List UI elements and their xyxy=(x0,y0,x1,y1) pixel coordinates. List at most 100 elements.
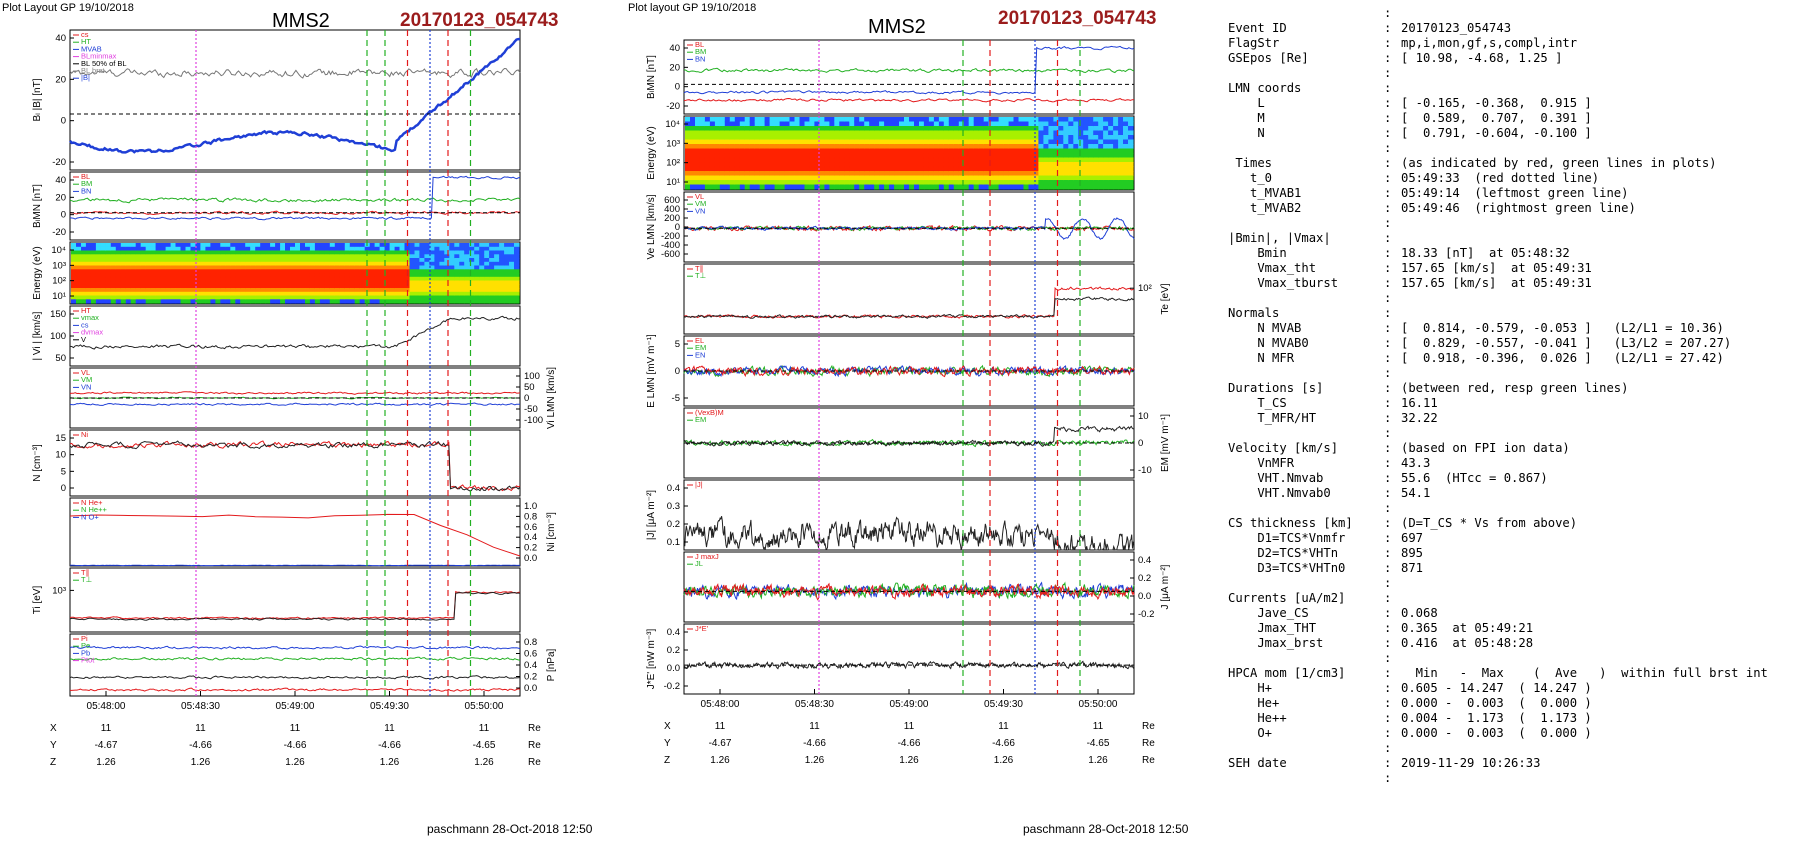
spectrogram-cell xyxy=(499,291,505,297)
spectrogram-cell xyxy=(270,265,276,270)
spectrogram-cell xyxy=(909,166,915,172)
spectrogram-cell xyxy=(479,258,485,263)
spectrogram-cell xyxy=(1088,171,1094,177)
spectrogram-cell xyxy=(230,291,236,297)
spectrogram-cell xyxy=(844,144,850,150)
spectrogram-cell xyxy=(429,250,435,255)
spectrogram-cell xyxy=(963,139,970,145)
spectrogram-cell xyxy=(958,144,965,150)
spectrogram-cell xyxy=(729,171,736,177)
spectrogram-cell xyxy=(419,284,425,289)
spectrogram-cell xyxy=(998,153,1005,159)
spectrogram-cell xyxy=(874,153,880,159)
spectrogram-cell xyxy=(71,299,77,304)
spectrogram-cell xyxy=(314,265,321,270)
spectrogram-cell xyxy=(285,273,291,278)
spectrogram-cell xyxy=(879,157,885,163)
spectrogram-cell xyxy=(215,261,221,267)
spectrogram-cell xyxy=(1068,171,1074,177)
spectrogram-cell xyxy=(225,258,231,263)
legend-label: |J| xyxy=(695,480,703,489)
spectrogram-cell xyxy=(993,144,1000,150)
spectrogram-cell xyxy=(958,148,965,154)
spectrogram-cell xyxy=(339,295,346,300)
info-sep: : xyxy=(1384,261,1392,275)
spectrogram-cell xyxy=(749,117,756,123)
spectrogram-cell xyxy=(909,157,915,163)
spectrogram-cell xyxy=(1013,117,1020,123)
spectrogram-cell xyxy=(859,139,865,145)
spectrogram-cell xyxy=(484,246,490,252)
spectrogram-cell xyxy=(499,276,505,282)
spectrogram-cell xyxy=(170,284,177,289)
spectrogram-cell xyxy=(140,288,147,293)
spectrogram-cell xyxy=(794,166,801,172)
spectrogram-cell xyxy=(699,121,706,127)
spectrogram-cell xyxy=(504,295,510,300)
spectrogram-cell xyxy=(749,126,756,132)
spectrogram-cell xyxy=(295,273,301,278)
spectrogram-cell xyxy=(305,273,311,278)
spectrogram-cell xyxy=(240,273,246,278)
spectrogram-cell xyxy=(1068,117,1074,123)
spectrogram-cell xyxy=(399,265,406,270)
spectrogram-cell xyxy=(185,258,192,263)
spectrogram-cell xyxy=(1053,175,1059,181)
spectrogram-cell xyxy=(115,269,122,274)
spectrogram-cell xyxy=(484,295,490,300)
spectrogram-cell xyxy=(215,299,221,304)
spectrogram-cell xyxy=(344,269,351,274)
spectrogram-cell xyxy=(354,284,361,289)
spectrogram-cell xyxy=(399,269,406,274)
spectrogram-cell xyxy=(894,148,900,154)
spectrogram-cell xyxy=(140,243,147,248)
spectrogram-cell xyxy=(334,254,341,259)
spectrogram-cell xyxy=(120,269,127,274)
spectrogram-cell xyxy=(389,299,396,304)
tick-label: 0 xyxy=(61,483,66,494)
spectrogram-cell xyxy=(464,299,470,304)
spectrogram-cell xyxy=(81,299,87,304)
spectrogram-cell xyxy=(814,184,820,190)
spectrogram-cell xyxy=(714,117,721,123)
spectrogram-cell xyxy=(1013,166,1020,172)
spectrogram-cell xyxy=(130,299,137,304)
spectrogram-cell xyxy=(739,144,746,150)
spectrogram-cell xyxy=(479,246,485,252)
spectrogram-cell xyxy=(265,299,271,304)
spectrogram-cell xyxy=(724,180,731,186)
spectrogram-cell xyxy=(414,295,421,300)
spectrogram-cell xyxy=(1033,117,1039,123)
spectrogram-cell xyxy=(794,162,801,168)
spectrogram-cell xyxy=(90,246,97,252)
spectrogram-cell xyxy=(963,148,970,154)
spectrogram-cell xyxy=(100,265,107,270)
axis-label: Energy (eV) xyxy=(646,126,657,179)
spectrogram-cell xyxy=(484,299,490,304)
info-key: N MFR xyxy=(1228,351,1295,365)
info-sep: : xyxy=(1384,216,1392,230)
spectrogram-cell xyxy=(484,254,490,259)
spectrogram-cell xyxy=(973,126,980,132)
spectrogram-cell xyxy=(685,135,691,141)
spectrogram-cell xyxy=(749,139,756,145)
spectrogram-cell xyxy=(1018,148,1025,154)
spectrogram-cell xyxy=(1008,126,1015,132)
spectrogram-cell xyxy=(774,184,781,190)
spectrogram-cell xyxy=(295,269,301,274)
position-row-value: -4.67 xyxy=(709,738,732,749)
spectrogram-cell xyxy=(938,117,945,123)
spectrogram-cell xyxy=(110,299,117,304)
spectrogram-cell xyxy=(464,291,470,297)
spectrogram-cell xyxy=(958,162,965,168)
spectrogram-cell xyxy=(869,171,875,177)
spectrogram-cell xyxy=(859,121,865,127)
spectrogram-cell xyxy=(140,246,147,252)
spectrogram-cell xyxy=(309,254,316,259)
spectrogram-cell xyxy=(784,166,791,172)
info-sep: : xyxy=(1384,651,1392,665)
spectrogram-cell xyxy=(95,280,102,285)
spectrogram-cell xyxy=(454,295,460,300)
spectrogram-cell xyxy=(1078,126,1084,132)
